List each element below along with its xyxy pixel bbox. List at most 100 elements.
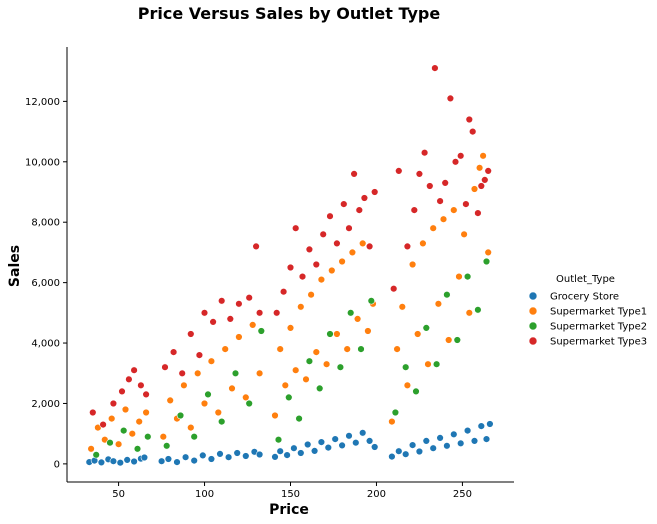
data-point bbox=[398, 303, 406, 311]
data-point bbox=[279, 288, 288, 296]
data-point bbox=[390, 285, 398, 293]
data-point bbox=[273, 309, 281, 317]
data-point bbox=[365, 242, 374, 251]
data-point bbox=[371, 443, 379, 451]
data-point bbox=[470, 185, 479, 193]
data-point bbox=[463, 272, 472, 281]
data-point bbox=[221, 345, 229, 353]
data-point bbox=[163, 442, 171, 450]
data-point bbox=[140, 453, 149, 462]
data-point bbox=[180, 381, 188, 389]
data-point bbox=[453, 336, 461, 344]
data-point bbox=[402, 363, 410, 371]
data-point bbox=[434, 300, 443, 308]
chart-title: Price Versus Sales by Outlet Type bbox=[138, 4, 441, 23]
data-point bbox=[121, 405, 130, 414]
data-point bbox=[144, 433, 152, 441]
x-tick-label: 250 bbox=[453, 489, 472, 500]
data-point bbox=[249, 321, 257, 329]
series-1 bbox=[87, 152, 492, 453]
data-point bbox=[181, 453, 190, 461]
data-point bbox=[218, 417, 226, 426]
data-point bbox=[395, 167, 403, 175]
data-point bbox=[292, 366, 300, 374]
data-point bbox=[359, 239, 367, 248]
data-point bbox=[137, 381, 145, 389]
plot-area bbox=[85, 64, 494, 467]
data-point bbox=[271, 411, 279, 420]
data-point bbox=[338, 257, 346, 266]
data-point bbox=[245, 399, 253, 408]
data-point bbox=[109, 457, 118, 465]
data-point bbox=[235, 300, 243, 308]
data-point bbox=[403, 381, 412, 389]
data-point bbox=[439, 215, 448, 223]
data-point bbox=[214, 408, 223, 417]
data-point bbox=[307, 291, 315, 299]
data-point bbox=[422, 437, 430, 445]
data-point bbox=[450, 430, 458, 438]
data-point bbox=[226, 315, 235, 323]
data-point bbox=[316, 384, 324, 393]
data-point bbox=[353, 315, 362, 323]
data-point bbox=[252, 242, 260, 251]
data-point bbox=[224, 453, 233, 461]
data-point bbox=[305, 357, 314, 365]
legend-marker bbox=[528, 336, 538, 346]
data-point bbox=[190, 456, 198, 465]
data-point bbox=[431, 64, 439, 72]
data-point bbox=[89, 408, 97, 417]
data-point bbox=[187, 423, 195, 432]
data-point bbox=[393, 345, 401, 353]
data-point bbox=[97, 458, 106, 467]
data-point bbox=[142, 408, 150, 417]
data-point bbox=[465, 115, 473, 124]
data-point bbox=[477, 422, 485, 430]
data-point bbox=[463, 426, 472, 435]
data-point bbox=[178, 369, 186, 377]
data-point bbox=[200, 309, 209, 317]
data-point bbox=[482, 257, 491, 266]
data-point bbox=[338, 441, 346, 450]
data-point bbox=[209, 318, 217, 326]
y-tick-label: 10,000 bbox=[25, 157, 60, 168]
x-tick-label: 150 bbox=[281, 489, 300, 500]
data-point bbox=[317, 438, 326, 446]
data-point bbox=[125, 375, 133, 383]
data-point bbox=[107, 414, 116, 423]
x-tick-label: 200 bbox=[367, 489, 386, 500]
data-point bbox=[133, 445, 142, 453]
x-tick-label: 50 bbox=[112, 489, 125, 500]
data-point bbox=[242, 393, 250, 402]
data-point bbox=[484, 248, 492, 257]
data-point bbox=[457, 152, 465, 160]
data-point bbox=[216, 450, 224, 458]
data-point bbox=[99, 420, 107, 429]
data-point bbox=[228, 384, 236, 393]
data-point bbox=[436, 197, 444, 205]
data-point bbox=[445, 336, 453, 344]
data-point bbox=[312, 260, 320, 269]
data-point bbox=[207, 357, 216, 365]
data-point bbox=[462, 200, 470, 208]
data-point bbox=[395, 447, 403, 455]
data-point bbox=[328, 266, 336, 275]
data-point bbox=[123, 456, 131, 464]
data-point bbox=[429, 224, 437, 232]
y-tick-label: 4,000 bbox=[31, 339, 60, 350]
data-point bbox=[486, 420, 494, 428]
data-point bbox=[443, 442, 451, 450]
data-point bbox=[443, 291, 451, 299]
data-point bbox=[322, 360, 331, 368]
data-point bbox=[242, 452, 250, 460]
data-point bbox=[87, 445, 95, 453]
data-point bbox=[484, 167, 492, 175]
data-point bbox=[457, 439, 465, 447]
data-point bbox=[477, 182, 485, 190]
data-point bbox=[475, 164, 484, 172]
data-point bbox=[255, 450, 264, 459]
data-point bbox=[340, 200, 348, 208]
data-point bbox=[281, 381, 289, 389]
data-point bbox=[135, 417, 143, 426]
